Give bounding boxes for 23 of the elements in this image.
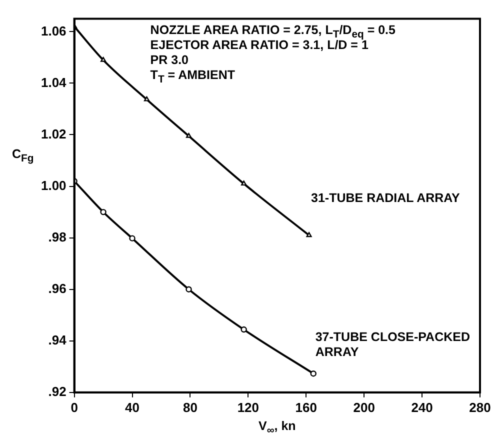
series-label: 37-TUBE CLOSE-PACKED ARRAY	[315, 330, 472, 360]
y-tick-label: .98	[48, 229, 66, 244]
y-tick-label: 1.02	[40, 126, 66, 142]
x-tick-label: 160	[295, 400, 317, 415]
annotation: PR 3.0	[150, 52, 189, 68]
x-tick-label: 0	[70, 400, 78, 415]
y-tick-label: 1.04	[40, 74, 68, 90]
series-label: 31-TUBE RADIAL ARRAY	[311, 191, 461, 206]
x-tick-label: 80	[182, 400, 198, 415]
annotation: T$_{T}$ = AMBIENT	[150, 68, 236, 88]
x-tick-label: 200	[353, 400, 375, 415]
x-tick-label: 280	[469, 400, 491, 415]
x-axis-title: V$_{∞}$, kn	[257, 419, 297, 438]
x-tick-label: 40	[125, 400, 140, 415]
annotation: NOZZLE AREA RATIO = 2.75, L$_{T}$/D$_{eq}$ = 0.5	[150, 22, 396, 40]
y-tick-label: .92	[48, 384, 66, 399]
y-axis-title: C$_{Fg}$	[12, 146, 34, 166]
x-tick-label: 240	[411, 400, 433, 415]
x-tick-label: 120	[237, 400, 260, 415]
y-tick-label: 1.06	[40, 23, 66, 38]
y-tick-label: .94	[48, 332, 68, 348]
y-tick-label: 1.00	[40, 178, 66, 193]
y-tick-label: .96	[48, 280, 66, 296]
